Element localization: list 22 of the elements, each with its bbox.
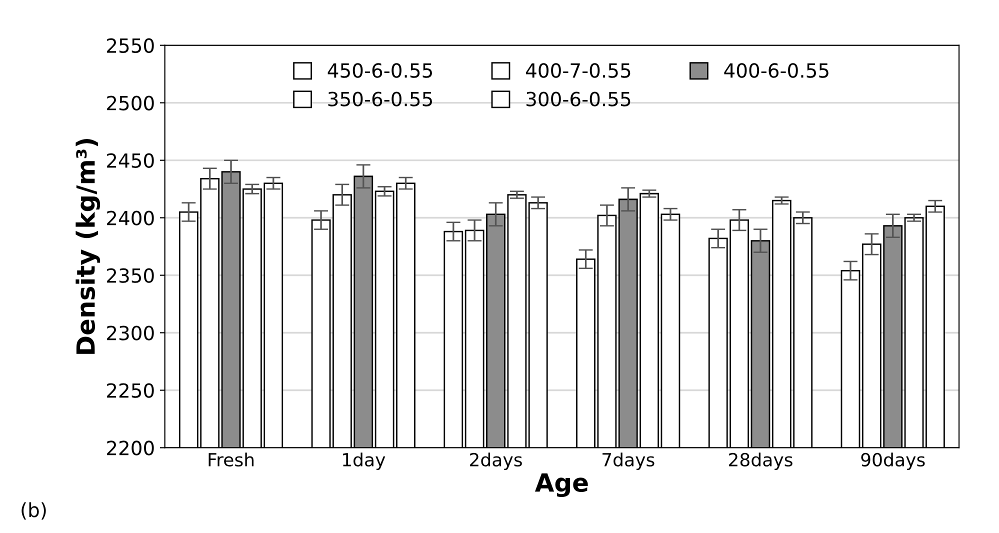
x-tick-label: 2days <box>470 452 522 470</box>
x-tick-label: Fresh <box>208 452 254 467</box>
y-tick-label: 2350 <box>107 268 154 283</box>
legend-label: 300-6-0.55 <box>526 92 630 106</box>
legend-label: 450-6-0.55 <box>328 63 432 78</box>
y-tick-label: 2400 <box>107 210 154 226</box>
x-tick-label: 1day <box>343 452 386 470</box>
legend-label: 400-6-0.55 <box>724 63 828 78</box>
y-tick-label: 2300 <box>107 326 154 340</box>
x-axis-title: Age <box>534 473 588 498</box>
legend-label: 400-7-0.55 <box>526 63 630 78</box>
y-tick-label: 2500 <box>107 96 154 110</box>
y-axis-title: Density (kg/m³) <box>76 138 100 354</box>
y-tick-label: 2250 <box>107 383 154 398</box>
y-tick-label: 2450 <box>107 153 154 168</box>
legend-label: 350-6-0.55 <box>328 92 432 106</box>
y-tick-label: 2550 <box>107 38 154 53</box>
x-tick-label: 7days <box>602 452 654 470</box>
x-tick-label: 90days <box>861 452 925 470</box>
text: (b) <box>22 502 46 520</box>
x-tick-label: 28days <box>729 452 792 470</box>
y-tick-label: 2200 <box>107 440 154 456</box>
